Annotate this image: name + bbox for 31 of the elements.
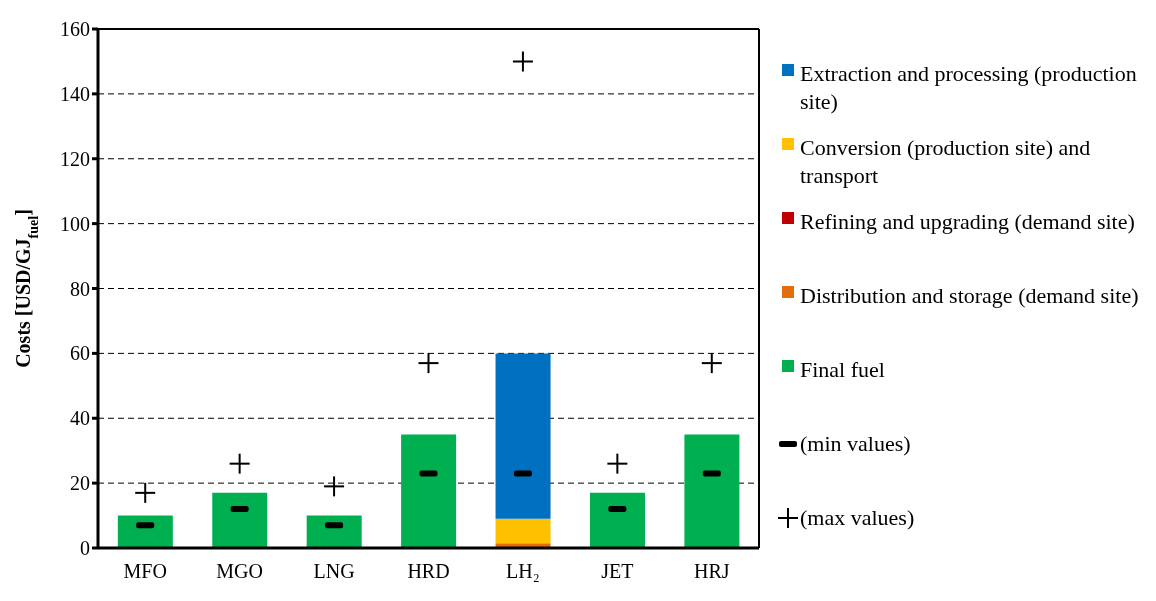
y-tick-label: 160 (60, 18, 90, 41)
legend-label: (max values) (800, 504, 915, 532)
x-tick-label: JET (601, 560, 634, 583)
legend-label: Final fuel (800, 356, 885, 384)
x-tick-label: LNG (313, 560, 355, 583)
bar (495, 353, 551, 519)
y-tick-label: 40 (70, 407, 90, 430)
y-tick-label: 80 (70, 277, 90, 300)
legend-label: Refining and upgrading (demand site) (800, 208, 1135, 236)
x-tick-label: HRD (407, 560, 450, 583)
bar (306, 515, 362, 548)
legend-label: Conversion (production site) and transport (800, 134, 1092, 190)
legend-label: Extraction and processing (production site) (800, 60, 1138, 116)
x-tick-label: LH₂ (506, 560, 540, 583)
bar (212, 492, 268, 548)
y-tick-label: 100 (60, 212, 90, 235)
legend-label: (min values) (800, 430, 911, 458)
x-tick-label: MFO (123, 560, 167, 583)
y-tick-label: 60 (70, 342, 90, 365)
legend-label: Distribution and storage (demand site) (800, 282, 1139, 310)
bar (117, 515, 173, 548)
bar (495, 518, 551, 544)
x-tick-label: HRJ (694, 560, 730, 583)
y-tick-label: 120 (60, 147, 90, 170)
bar (401, 434, 457, 548)
y-tick-label: 0 (80, 537, 90, 560)
x-tick-label: MGO (216, 560, 263, 583)
bar (589, 492, 645, 548)
bar (684, 434, 740, 548)
y-tick-label: 20 (70, 472, 90, 495)
y-tick-label: 140 (60, 82, 90, 105)
